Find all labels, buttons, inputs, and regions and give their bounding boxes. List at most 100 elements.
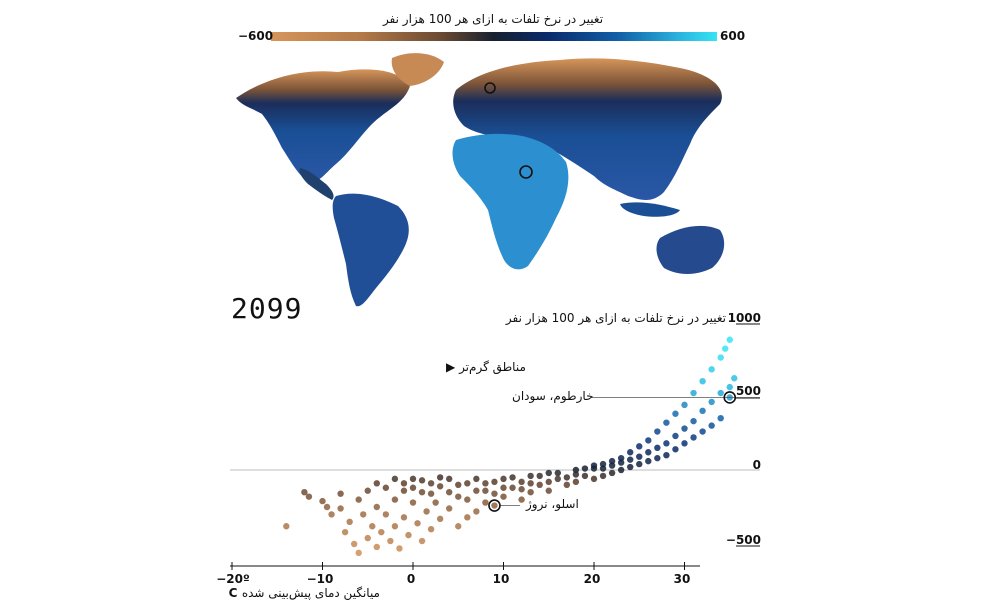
scatter-point	[464, 480, 471, 487]
scatter-point	[491, 490, 498, 497]
x-tick-label: −20º C	[216, 572, 250, 600]
scatter-point	[608, 462, 616, 469]
scatter-point	[590, 462, 598, 469]
scatter-point	[681, 401, 688, 409]
scatter-point	[473, 508, 480, 515]
scatter-point	[482, 487, 489, 494]
scatter-point	[599, 465, 607, 472]
scatter-point	[636, 443, 643, 450]
scatter-point	[599, 460, 607, 468]
scatter-point	[708, 398, 715, 406]
scatter-point	[341, 528, 349, 536]
scatter-point	[409, 499, 417, 506]
scatter-point	[690, 417, 697, 425]
y-axis-label: تغییر در نرخ تلفات به ازای هر 100 هزار ن…	[505, 311, 726, 325]
scatter-point	[681, 425, 688, 432]
scatter-point	[627, 456, 634, 463]
scatter-point	[708, 366, 715, 373]
scatter-point	[409, 475, 417, 483]
scatter-plot	[230, 323, 760, 570]
scatter-point	[436, 515, 444, 523]
oslo-annotation: اسلو، نروژ	[526, 497, 579, 511]
scatter-point	[509, 484, 516, 491]
scatter-point	[617, 454, 625, 462]
scatter-point	[432, 499, 439, 506]
x-tick-label: 20	[583, 572, 601, 586]
scatter-point	[545, 469, 552, 477]
year-label: 2099	[231, 292, 303, 325]
scatter-point	[699, 407, 706, 414]
scatter-point	[627, 463, 634, 471]
scatter-point	[536, 481, 543, 488]
scatter-point	[663, 440, 670, 447]
legend-title: تغییر در نرخ تلفات به ازای هر 100 هزار ن…	[382, 12, 604, 26]
scatter-point	[554, 469, 561, 477]
scatter-point	[572, 478, 580, 486]
arrow-right-icon: ▶	[446, 360, 456, 374]
scatter-point	[726, 336, 733, 343]
scatter-point	[527, 480, 534, 487]
scatter-point	[500, 475, 507, 483]
scatter-point	[283, 523, 290, 530]
scatter-point	[663, 419, 670, 426]
scatter-point	[627, 449, 634, 456]
warmer-regions-label: ▶ مناطق گرم‌تر	[446, 360, 526, 374]
scatter-point	[654, 454, 661, 462]
africa-shape	[452, 133, 569, 270]
x-tick-label: 0	[406, 572, 416, 586]
scatter-point	[717, 389, 724, 397]
scatter-point	[409, 484, 417, 491]
scatter-point	[581, 465, 589, 472]
scatter-point	[400, 480, 408, 487]
x-tick-label: −10	[306, 572, 334, 586]
scatter-point	[690, 434, 697, 441]
scatter-point	[672, 446, 679, 453]
scatter-point	[590, 475, 598, 483]
europe-asia-shape	[453, 58, 722, 200]
oslo-point-marker	[488, 499, 501, 512]
north-america-shape	[236, 69, 410, 182]
scatter-point	[382, 511, 390, 518]
scatter-point	[418, 537, 426, 545]
scatter-point	[427, 526, 435, 533]
scatter-point	[301, 489, 308, 496]
scatter-point	[491, 478, 498, 486]
scatter-point	[305, 493, 313, 500]
scatter-point	[722, 345, 729, 352]
scatter-point	[323, 503, 331, 511]
scatter-point	[617, 459, 625, 466]
south-america-shape	[332, 193, 409, 307]
scatter-point	[654, 428, 661, 435]
scatter-point	[418, 477, 426, 484]
scatter-point	[554, 475, 561, 483]
scatter-point	[708, 422, 715, 429]
scatter-point	[382, 484, 390, 491]
world-map	[236, 53, 725, 307]
scatter-point	[396, 545, 403, 552]
scatter-point	[464, 496, 471, 503]
scatter-point	[717, 415, 724, 422]
scatter-point	[328, 511, 335, 518]
scatter-point	[608, 457, 616, 465]
scatter-point	[581, 472, 589, 480]
scatter-point	[500, 493, 507, 500]
scatter-point	[455, 493, 462, 500]
scatter-point	[427, 480, 435, 487]
scatter-point	[373, 543, 380, 551]
legend-max-label: 600	[720, 29, 746, 43]
scatter-point	[636, 453, 643, 460]
scatter-point	[672, 432, 679, 440]
x-axis-label: میانگین دمای پیش‌بینی شده	[241, 586, 380, 600]
scatter-point	[400, 514, 408, 521]
scatter-point	[423, 508, 430, 515]
scatter-point	[337, 505, 344, 512]
indonesia-shape	[620, 202, 680, 217]
y-tick-label: −500	[725, 533, 761, 547]
scatter-point	[731, 375, 738, 382]
scatter-point	[672, 410, 679, 417]
scatter-point	[482, 480, 489, 487]
scatter-point	[391, 523, 399, 530]
scatter-point	[663, 452, 670, 459]
scatter-point	[360, 511, 367, 518]
